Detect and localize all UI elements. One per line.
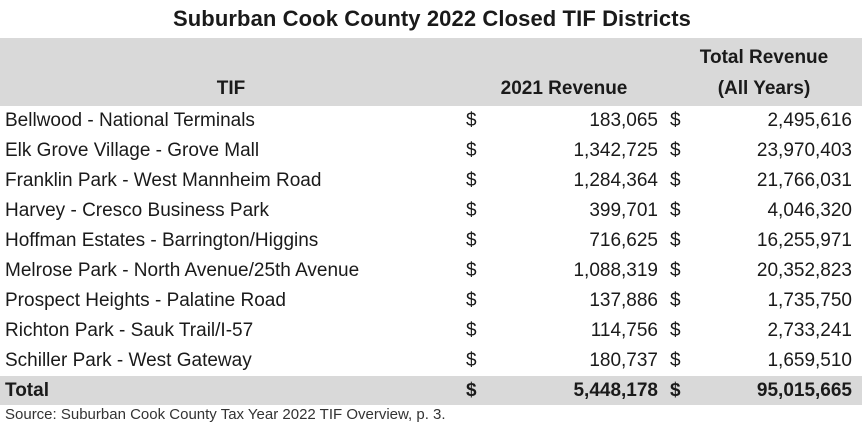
currency-symbol: $ xyxy=(670,200,681,221)
revenue-2021: 1,342,725 xyxy=(573,140,658,161)
currency-symbol: $ xyxy=(462,376,490,405)
total-revenue: 1,659,510 xyxy=(767,350,852,371)
total-revenue: 2,733,241 xyxy=(767,320,852,341)
currency-symbol: $ xyxy=(670,230,681,251)
table-row: Prospect Heights - Palatine Road $ 137,8… xyxy=(0,286,862,316)
total-revenue: 4,046,320 xyxy=(767,200,852,221)
table-row: Bellwood - National Terminals $ 183,065 … xyxy=(0,106,862,136)
table-row: Hoffman Estates - Barrington/Higgins $ 7… xyxy=(0,226,862,256)
total-revenue: 20,352,823 xyxy=(756,260,852,281)
table-title: Suburban Cook County 2022 Closed TIF Dis… xyxy=(172,6,691,31)
tif-name: Richton Park - Sauk Trail/I-57 xyxy=(5,320,254,341)
revenue-2021: 399,701 xyxy=(589,200,658,221)
tif-name: Melrose Park - North Avenue/25th Avenue xyxy=(5,260,360,281)
revenue-2021: 114,756 xyxy=(590,320,658,341)
currency-symbol: $ xyxy=(466,260,477,281)
revenue-2021: 1,284,364 xyxy=(573,170,658,191)
currency-symbol: $ xyxy=(670,350,681,371)
currency-symbol: $ xyxy=(670,110,681,131)
currency-symbol: $ xyxy=(666,376,694,405)
total-revenue: 16,255,971 xyxy=(756,230,852,251)
currency-symbol: $ xyxy=(670,260,681,281)
total-label: Total xyxy=(0,376,462,405)
table-row: Schiller Park - West Gateway $ 180,737 $… xyxy=(0,346,862,376)
table-row: Elk Grove Village - Grove Mall $ 1,342,7… xyxy=(0,136,862,166)
currency-symbol: $ xyxy=(466,110,477,131)
header-row: TIF 2021 Revenue Total Revenue (All Year… xyxy=(0,38,862,106)
tif-name: Hoffman Estates - Barrington/Higgins xyxy=(5,230,319,251)
source-note: Source: Suburban Cook County Tax Year 20… xyxy=(5,406,446,423)
table-row: Harvey - Cresco Business Park $ 399,701 … xyxy=(0,196,862,226)
total-revenue: 21,766,031 xyxy=(756,170,852,191)
total-row: Total $ 5,448,178 $ 95,015,665 xyxy=(0,376,862,405)
table-row: Franklin Park - West Mannheim Road $ 1,2… xyxy=(0,166,862,196)
revenue-2021: 183,065 xyxy=(589,110,658,131)
revenue-2021: 716,625 xyxy=(589,230,658,251)
currency-symbol: $ xyxy=(670,170,681,191)
header-tif: TIF xyxy=(0,38,462,106)
tif-name: Bellwood - National Terminals xyxy=(5,110,255,131)
total-revenue-2021: 5,448,178 xyxy=(490,376,666,405)
table-row: Melrose Park - North Avenue/25th Avenue … xyxy=(0,256,862,286)
revenue-2021: 180,737 xyxy=(589,350,658,371)
currency-symbol: $ xyxy=(466,320,477,341)
revenue-2021: 137,886 xyxy=(589,290,658,311)
currency-symbol: $ xyxy=(466,350,477,371)
grand-total-revenue: 95,015,665 xyxy=(694,376,862,405)
table-row: Richton Park - Sauk Trail/I-57 $ 114,756… xyxy=(0,316,862,346)
total-revenue: 23,970,403 xyxy=(756,140,852,161)
total-revenue: 2,495,616 xyxy=(767,110,852,131)
revenue-2021: 1,088,319 xyxy=(573,260,658,281)
currency-symbol: $ xyxy=(466,230,477,251)
currency-symbol: $ xyxy=(466,140,477,161)
currency-symbol: $ xyxy=(466,200,477,221)
currency-symbol: $ xyxy=(466,170,477,191)
tif-name: Franklin Park - West Mannheim Road xyxy=(5,170,322,191)
tif-table: TIF 2021 Revenue Total Revenue (All Year… xyxy=(0,38,862,405)
tif-name: Schiller Park - West Gateway xyxy=(5,350,252,371)
currency-symbol: $ xyxy=(466,290,477,311)
tif-name: Harvey - Cresco Business Park xyxy=(5,200,269,221)
header-total-revenue-line1: Total Revenue xyxy=(699,47,829,68)
currency-symbol: $ xyxy=(670,320,681,341)
currency-symbol: $ xyxy=(670,290,681,311)
currency-symbol: $ xyxy=(670,140,681,161)
header-total-revenue: Total Revenue (All Years) xyxy=(666,38,862,106)
tif-name: Elk Grove Village - Grove Mall xyxy=(5,140,260,161)
header-total-revenue-line2: (All Years) xyxy=(717,78,811,99)
total-revenue: 1,735,750 xyxy=(767,290,852,311)
header-2021-revenue: 2021 Revenue xyxy=(462,38,666,106)
tif-name: Prospect Heights - Palatine Road xyxy=(5,290,286,311)
